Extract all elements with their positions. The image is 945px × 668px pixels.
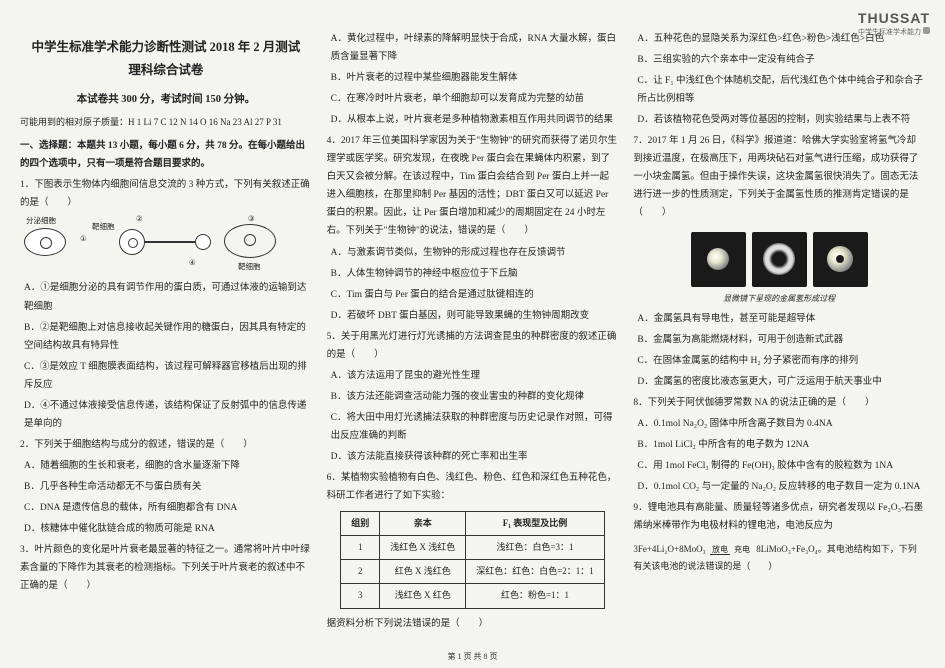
q3-C: C．在寒冷时叶片衰老，单个细胞却可以发育成为完整的幼苗 bbox=[327, 90, 619, 108]
micro-icon-1 bbox=[691, 232, 746, 287]
q2-B: B．几乎各种生命活动都无不与蛋白质有关 bbox=[20, 478, 312, 496]
q4-D: D．若破坏 DBT 蛋白基因，则可能导致果蝇的生物钟周期改变 bbox=[327, 307, 619, 325]
table-row: 1 浅红色 X 浅红色 浅红色：白色=3：1 bbox=[341, 536, 605, 560]
genetics-table: 组别 亲本 F₁ 表现型及比例 1 浅红色 X 浅红色 浅红色：白色=3：1 2… bbox=[340, 511, 605, 608]
micro-caption: 显微镜下呈现的金属氢形成过程 bbox=[633, 291, 925, 306]
micro-icon-3 bbox=[813, 232, 868, 287]
q8-B: B．1mol LiCl₂ 中所含有的电子数为 12NA bbox=[633, 436, 925, 454]
q4-A: A．与激素调节类似，生物钟的形成过程也存在反馈调节 bbox=[327, 244, 619, 262]
page-container: 中学生标准学术能力诊断性测试 2018 年 2 月测试 理科综合试卷 本试卷共 … bbox=[0, 0, 945, 668]
q3-D: D．从根本上说，叶片衰老是多种植物激素相互作用共同调节的结果 bbox=[327, 111, 619, 129]
q8-A: A．0.1mol Na₂O₂ 固体中所含离子数目为 0.4NA bbox=[633, 415, 925, 433]
q3-A: A．黄化过程中，叶绿素的降解明显快于合成，RNA 大量水解，蛋白质含量显著下降 bbox=[327, 30, 619, 66]
target-cell-icon bbox=[224, 224, 276, 258]
q5-stem: 5．关于用黑光灯进行灯光诱捕的方法调查昆虫的种群密度的叙述正确的是（ ） bbox=[327, 328, 619, 364]
q4-B: B．人体生物钟调节的神经中枢应位于下丘脑 bbox=[327, 265, 619, 283]
column-1: 中学生标准学术能力诊断性测试 2018 年 2 月测试 理科综合试卷 本试卷共 … bbox=[20, 30, 312, 648]
label-circle-3: ③ bbox=[248, 212, 255, 226]
q5-B: B．该方法还能调查活动能力强的夜业害虫的种群的变化规律 bbox=[327, 388, 619, 406]
exam-title-1: 中学生标准学术能力诊断性测试 2018 年 2 月测试 bbox=[20, 36, 312, 59]
q1-A: A．①是细胞分泌的具有调节作用的蛋白质，可通过体液的运输到达靶细胞 bbox=[20, 279, 312, 315]
brand-watermark: THUSSAT 中学生标准学术能力 bbox=[858, 10, 930, 37]
brand-sub: 中学生标准学术能力 bbox=[858, 27, 930, 37]
q7-C: C．在固体金属氢的结构中 H₂ 分子紧密而有序的排列 bbox=[633, 352, 925, 370]
q3-stem: 3．叶片颜色的变化是叶片衰老最显著的特征之一。通常将叶片中叶绿素含量的下降作为其… bbox=[20, 541, 312, 595]
q7-B: B．金属氢为高能燃烧材料，可用于创造新式武器 bbox=[633, 331, 925, 349]
formula-left: 3Fe+4Li₂O+8MoO₃ bbox=[633, 544, 705, 554]
q8-C: C．用 1mol FeCl₃ 制得的 Fe(OH)₃ 胶体中含有的胶粒数为 1N… bbox=[633, 457, 925, 475]
q5-C: C．将大田中用灯光诱捕法获取的种群密度与历史记录作对照，可得出反应准确的判断 bbox=[327, 409, 619, 445]
micro-icon-2 bbox=[752, 232, 807, 287]
q1-stem: 1．下图表示生物体内细胞间信息交流的 3 种方式，下列有关叙述正确的是（ ） bbox=[20, 176, 312, 212]
q6-stem: 6．某植物实验植物有白色、浅红色、粉色、红色和深红色五种花色，科研工作者进行了如… bbox=[327, 469, 619, 505]
microscope-images bbox=[633, 232, 925, 287]
exam-title-2: 理科综合试卷 bbox=[20, 59, 312, 83]
column-2: A．黄化过程中，叶绿素的降解明显快于合成，RNA 大量水解，蛋白质含量显著下降 … bbox=[327, 30, 619, 648]
brand-name: THUSSAT bbox=[858, 10, 930, 26]
q4-text: 4．2017 年三位美国科学家因为关于"生物钟"的研究而获得了诺贝尔生理学或医学… bbox=[327, 132, 619, 240]
q7-A: A．金属氢具有导电性，甚至可能是超导体 bbox=[633, 310, 925, 328]
q4-C: C．Tim 蛋白与 Per 蛋白的结合是通过肽键相连的 bbox=[327, 286, 619, 304]
th-2: F₁ 表现型及比例 bbox=[466, 512, 605, 536]
q5-A: A．该方法运用了昆虫的避光性生理 bbox=[327, 367, 619, 385]
q9-text: 9．锂电池具有高能量、质量轻等诸多优点，研究者发现以 Fe₂O₃-石墨烯纳米棒带… bbox=[633, 499, 925, 535]
q6-tail: 据资料分析下列说法错误的是（ ） bbox=[327, 615, 619, 633]
q2-C: C．DNA 是遗传信息的载体，所有细胞都含有 DNA bbox=[20, 499, 312, 517]
label-circle-2: ② bbox=[136, 212, 143, 226]
q9-formula: 3Fe+4Li₂O+8MoO₃ 放电 充电 8LiMoO₃+Fe₃O₄。其电池结… bbox=[633, 541, 925, 575]
section-1-head: 一、选择题：本题共 13 小题，每小题 6 分，共 78 分。在每小题给出的四个… bbox=[20, 137, 312, 173]
table-row: 3 浅红色 X 红色 红色：粉色=1：1 bbox=[341, 584, 605, 608]
q7-text: 7．2017 年 1 月 26 日，《科学》报道道：哈佛大学实验室将氢气冷却到接… bbox=[633, 132, 925, 222]
q1-C: C．③是效应 T 细胞膜表面结构，该过程可解释器官移植后出现的排斥反应 bbox=[20, 358, 312, 394]
q6-D: D．若该植物花色受两对等位基因的控制，则实验结果与上表不符 bbox=[633, 111, 925, 129]
reaction-arrow: 放电 充电 bbox=[710, 546, 752, 555]
q7-D: D．金属氢的密度比液态氢更大，可广泛运用于航天事业中 bbox=[633, 373, 925, 391]
exam-info: 本试卷共 300 分，考试时间 150 分钟。 bbox=[20, 90, 312, 110]
q5-D: D．该方法能直接获得该种群的死亡率和出生率 bbox=[327, 448, 619, 466]
column-3: A．五种花色的显隐关系为深红色>红色>粉色>浅红色>白色 B．三组实验的六个亲本… bbox=[633, 30, 925, 648]
q1-diagram: 分泌细胞 ① 靶细胞 ② ④ ③ 靶细胞 bbox=[24, 218, 308, 273]
atomic-masses: 可能用到的相对原子质量：H 1 Li 7 C 12 N 14 O 16 Na 2… bbox=[20, 114, 312, 131]
q2-D: D．核糖体中催化肽链合成的物质可能是 RNA bbox=[20, 520, 312, 538]
q8-stem: 8．下列关于阿伏伽德罗常数 NA 的说法正确的是（ ） bbox=[633, 394, 925, 412]
secretory-cell-icon bbox=[24, 228, 66, 256]
q8-D: D．0.1mol CO₂ 与一定量的 Na₂O₂ 反应转移的电子数目一定为 0.… bbox=[633, 478, 925, 496]
table-header-row: 组别 亲本 F₁ 表现型及比例 bbox=[341, 512, 605, 536]
q1-B: B．②是靶细胞上对信息接收起关键作用的糖蛋白，因其具有特定的空间结构故具有特异性 bbox=[20, 319, 312, 355]
neuron-icon bbox=[119, 224, 214, 260]
page-footer: 第 1 页 共 8 页 bbox=[0, 651, 945, 662]
lbl-secretory: 分泌细胞 bbox=[26, 214, 56, 228]
th-0: 组别 bbox=[341, 512, 380, 536]
th-1: 亲本 bbox=[380, 512, 466, 536]
q2-stem: 2．下列关于细胞结构与成分的叙述，错误的是（ ） bbox=[20, 436, 312, 454]
q3-B: B．叶片衰老的过程中某些细胞器能发生解体 bbox=[327, 69, 619, 87]
q1-D: D．④不通过体液接受信息传递，该结构保证了反射弧中的信息传递是单向的 bbox=[20, 397, 312, 433]
lbl-target1: 靶细胞 bbox=[92, 220, 115, 234]
lbl-target2: 靶细胞 bbox=[238, 260, 261, 274]
q2-A: A．随着细胞的生长和衰老，细胞的含水量逐渐下降 bbox=[20, 457, 312, 475]
q6-B: B．三组实验的六个亲本中一定没有纯合子 bbox=[633, 51, 925, 69]
label-circle-1: ① bbox=[80, 232, 87, 246]
label-circle-4: ④ bbox=[189, 256, 196, 270]
q6-C: C．让 F₁ 中浅红色个体随机交配，后代浅红色个体中纯合子和杂合子所占比例相等 bbox=[633, 72, 925, 108]
table-row: 2 红色 X 浅红色 深红色：红色：白色=2：1：1 bbox=[341, 560, 605, 584]
